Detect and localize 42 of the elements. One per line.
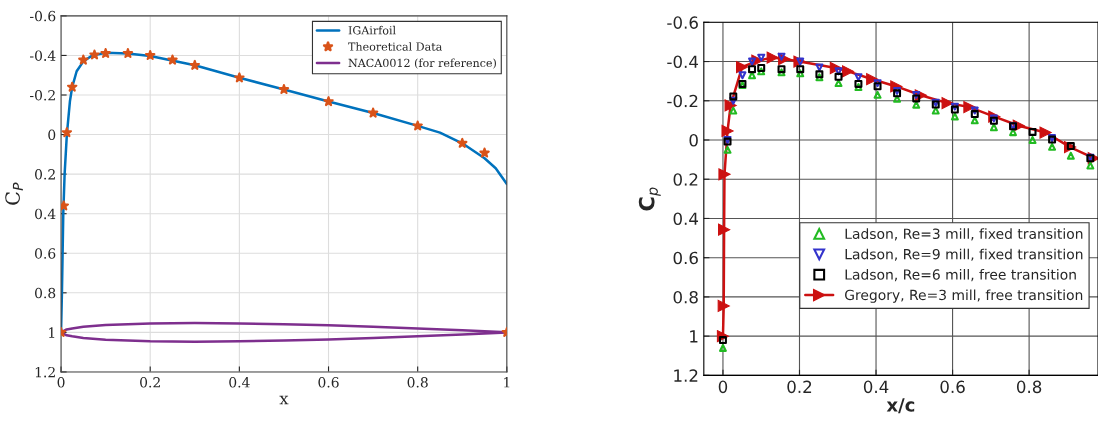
y-tick-label: 0.2 — [35, 169, 55, 180]
y-tick-label: 0.6 — [35, 248, 56, 259]
x-tick-label: 0.2 — [787, 380, 812, 394]
legend-label: Gregory, Re=3 mill, free transition — [845, 289, 1083, 303]
y-tick-label: -0.4 — [667, 55, 699, 69]
y-tick-label: 0.8 — [673, 290, 698, 304]
y-tick-label: -0.6 — [30, 10, 56, 22]
x-axis-title: x — [279, 395, 289, 405]
x-tick-label: 0.4 — [229, 377, 250, 388]
legend-label: Ladson, Re=3 mill, fixed transition — [845, 228, 1083, 241]
y-tick-label: -0.4 — [30, 50, 56, 61]
x-tick-label: 0.8 — [1016, 380, 1042, 394]
y-tick-label: 1.2 — [674, 369, 698, 382]
y-tick-label: -0.2 — [30, 89, 55, 101]
y-axis-title: C$_{P}$ — [5, 182, 23, 205]
y-tick-label: 0.4 — [673, 212, 699, 226]
x-tick-label: 0.8 — [407, 377, 428, 388]
legend-label: Ladson, Re=9 mill, fixed transition — [845, 248, 1083, 261]
legend-label: Theoretical Data — [348, 42, 442, 51]
legend-label: Ladson, Re=6 mill, free transition — [845, 269, 1076, 282]
x-axis-title: x/c — [886, 398, 915, 414]
x-tick-label: 0.6 — [318, 377, 339, 388]
y-tick-label: 0.2 — [673, 173, 698, 186]
y-tick-label: -0.6 — [667, 16, 698, 29]
y-tick-label: 0 — [48, 129, 56, 141]
x-tick-label: 0.4 — [863, 380, 889, 394]
legend-label: IGAirfoil — [348, 25, 396, 35]
x-tick-label: 0 — [718, 380, 728, 394]
legend-label: NACA0012 (for reference) — [348, 58, 496, 69]
y-tick-label: -0.2 — [667, 94, 698, 108]
x-tick-label: 1 — [504, 377, 510, 388]
y-tick-label: 1 — [49, 327, 55, 338]
x-tick-label: 0.2 — [140, 377, 160, 388]
y-tick-label: 1.2 — [35, 366, 55, 378]
y-tick-label: 0.6 — [673, 251, 698, 265]
y-tick-label: 0.8 — [35, 287, 56, 299]
y-tick-label: 1 — [690, 330, 698, 343]
y-tick-label: 0 — [689, 133, 698, 147]
x-tick-label: 0.6 — [940, 380, 965, 394]
y-axis-title: C$_{p}$ — [638, 187, 661, 211]
y-tick-label: 0.4 — [35, 208, 56, 220]
x-tick-label: 0 — [57, 377, 65, 388]
